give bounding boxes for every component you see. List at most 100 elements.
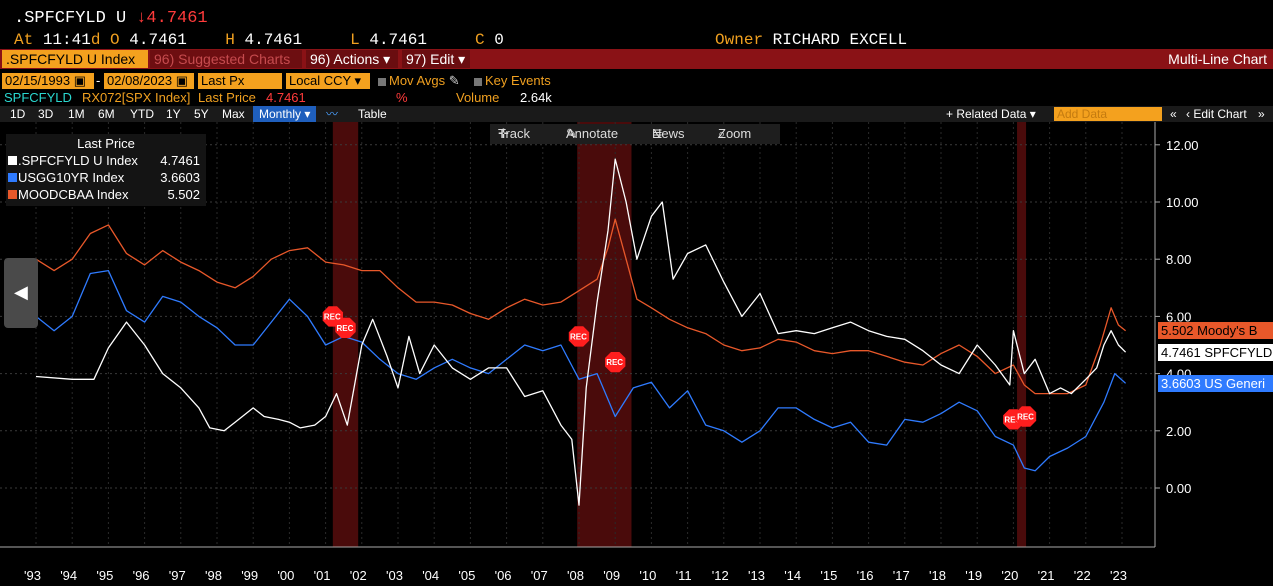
series-line [35, 269, 1127, 472]
start-date-field[interactable]: 02/15/1993 ▣ [2, 73, 94, 89]
x-tick-label: '20 [1001, 568, 1018, 583]
recession-band [1017, 122, 1027, 547]
recession-marker-label: REC [337, 324, 354, 333]
period-1y[interactable]: 1Y [166, 107, 181, 121]
series-line [35, 218, 1127, 395]
actions-label: 96) Actions [310, 51, 380, 67]
period-6m[interactable]: 6M [98, 107, 115, 121]
volume-label: Volume [456, 90, 500, 105]
start-date-value: 02/15/1993 [5, 73, 71, 88]
x-tick-label: '93 [24, 568, 41, 583]
security-field[interactable]: .SPFCFYLD U Index [2, 50, 148, 68]
edit-chart-button[interactable]: ‹ Edit Chart [1180, 106, 1253, 122]
last-price-change: ↓4.7461 [136, 9, 208, 28]
x-tick-label: '23 [1110, 568, 1127, 583]
legend-item[interactable]: USGG10YR Index 3.6603 [6, 169, 206, 186]
chart-area[interactable]: 12.0010.008.006.004.002.000.00'93'94'95'… [0, 122, 1273, 586]
high-label: H [225, 31, 235, 49]
legend-item[interactable]: .SPFCFYLD U Index 4.7461 [6, 152, 206, 169]
edit-label: 97) Edit [406, 51, 455, 67]
frequency-select[interactable]: Monthly ▾ [253, 106, 317, 122]
x-tick-label: '19 [965, 568, 982, 583]
x-tick-label: '05 [458, 568, 475, 583]
period-5y[interactable]: 5Y [194, 107, 209, 121]
info-rx: RX072[SPX Index] [82, 90, 191, 105]
x-tick-label: '18 [929, 568, 946, 583]
suggested-charts-button[interactable]: 96) Suggested Charts [150, 50, 302, 68]
expand-icon[interactable]: » [1258, 107, 1265, 121]
currency-select[interactable]: Local CCY ▾ [286, 73, 370, 89]
legend-item[interactable]: MOODCBAA Index 5.502 [6, 186, 206, 203]
actions-menu[interactable]: 96) Actions ▾ [306, 50, 398, 68]
recession-marker-label: REC [606, 358, 623, 367]
quote-time: 11:41 [42, 31, 91, 49]
price-type-select[interactable]: Last Px [198, 73, 282, 89]
annotate-label: Annotate [566, 126, 619, 141]
x-tick-label: '09 [603, 568, 620, 583]
x-tick-label: '22 [1074, 568, 1091, 583]
info-ticker: SPFCFYLD [4, 90, 72, 105]
calendar-icon: ▣ [73, 73, 86, 88]
chevron-down-icon: ▾ [383, 51, 391, 67]
line-chart-icon[interactable]: 〰 [326, 107, 339, 121]
edit-menu[interactable]: 97) Edit ▾ [402, 50, 470, 68]
price-summary: At 11:41d O 4.7461 H 4.7461 L 4.7461 C 0… [14, 31, 907, 49]
x-tick-label: '96 [133, 568, 150, 583]
open-value: 4.7461 [129, 31, 187, 49]
mov-avgs-label: Mov Avgs [389, 73, 446, 88]
mov-avgs-toggle[interactable]: Mov Avgs ✎ [378, 73, 460, 89]
calendar-icon: ▣ [175, 73, 188, 88]
security-header: .SPFCFYLD U ↓4.7461 [14, 9, 208, 29]
legend-value: 3.6603 [160, 170, 200, 185]
series-tag-spfcfyld: 4.7461 SPFCFYLD [1158, 344, 1273, 361]
legend-value: 5.502 [167, 187, 200, 202]
x-tick-label: '10 [639, 568, 656, 583]
recession-marker-label: REC [1004, 415, 1021, 424]
recession-marker-label: REC [324, 312, 341, 321]
command-bar: .SPFCFYLD U Index 96) Suggested Charts 9… [0, 49, 1273, 69]
ticker-title: .SPFCFYLD U [14, 9, 127, 28]
recession-marker [605, 352, 626, 373]
x-tick-label: '97 [169, 568, 186, 583]
x-tick-label: '16 [857, 568, 874, 583]
line-chart[interactable]: 12.0010.008.006.004.002.000.00'93'94'95'… [0, 122, 1273, 586]
x-tick-label: '99 [241, 568, 258, 583]
x-tick-label: '94 [60, 568, 77, 583]
chart-toolbar: ✛ Track ✎ Annotate ≣ News ⌕ Zoom [490, 124, 780, 144]
arrow-left-icon: ◀ [14, 282, 28, 302]
x-tick-label: '13 [748, 568, 765, 583]
x-tick-label: '01 [314, 568, 331, 583]
table-button[interactable]: Table [358, 107, 387, 121]
period-ytd[interactable]: YTD [130, 107, 154, 121]
magnifier-icon: ⌕ [718, 126, 726, 141]
period-max[interactable]: Max [222, 107, 245, 121]
y-tick-label: 12.00 [1166, 138, 1199, 153]
chevron-down-icon: ▾ [304, 107, 311, 121]
track-label: Track [498, 126, 531, 141]
x-tick-label: '03 [386, 568, 403, 583]
scroll-left-button[interactable]: ◀ [4, 258, 38, 328]
edit-chart-label: Edit Chart [1193, 107, 1247, 121]
crosshair-icon: ✛ [498, 126, 509, 141]
y-tick-label: 6.00 [1166, 309, 1191, 324]
end-date-field[interactable]: 02/08/2023 ▣ [104, 73, 194, 89]
day-suffix: d [90, 31, 101, 49]
x-tick-label: '06 [495, 568, 512, 583]
pencil-icon: ✎ [448, 73, 460, 88]
legend-swatch [8, 173, 17, 182]
collapse-icon[interactable]: « [1170, 107, 1177, 121]
chevron-left-icon: ‹ [1186, 107, 1190, 121]
legend-name: .SPFCFYLD U Index [18, 153, 138, 168]
related-data-menu[interactable]: + Related Data ▾ [940, 106, 1042, 122]
period-1m[interactable]: 1M [68, 107, 85, 121]
volume-value: 2.64k [520, 90, 552, 105]
add-data-input[interactable]: Add Data [1054, 107, 1162, 121]
key-events-toggle[interactable]: Key Events [474, 73, 551, 89]
x-tick-label: '12 [712, 568, 729, 583]
period-3d[interactable]: 3D [38, 107, 54, 121]
period-1d[interactable]: 1D [10, 107, 26, 121]
key-events-label: Key Events [485, 73, 551, 88]
x-tick-label: '07 [531, 568, 548, 583]
x-tick-label: '00 [277, 568, 294, 583]
at-label: At [14, 31, 34, 49]
